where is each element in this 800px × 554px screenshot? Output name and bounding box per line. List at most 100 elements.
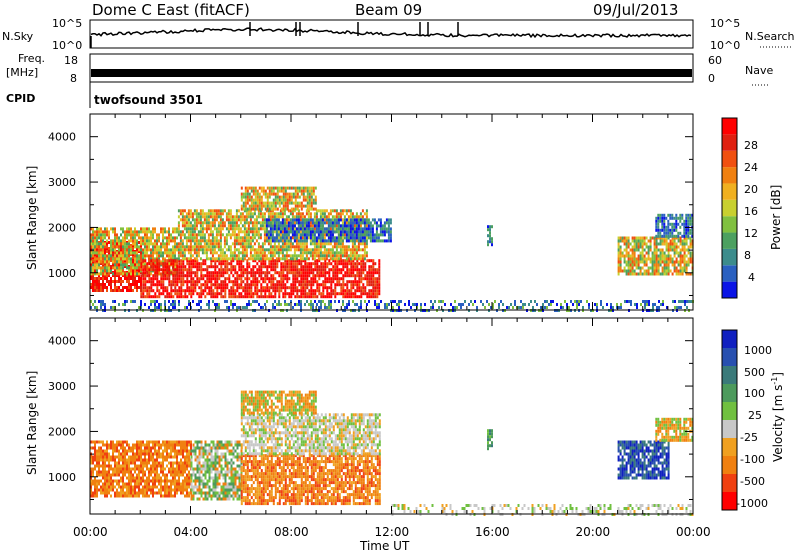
- data-cell: [273, 193, 275, 196]
- data-cell: [178, 221, 180, 224]
- data-cell: [326, 271, 328, 274]
- data-cell: [226, 233, 228, 236]
- data-cell: [154, 242, 156, 245]
- data-cell: [687, 214, 689, 217]
- data-cell: [164, 277, 166, 280]
- data-cell: [172, 245, 174, 248]
- data-cell: [272, 251, 274, 254]
- data-cell: [674, 255, 676, 258]
- data-cell: [284, 265, 286, 268]
- data-cell: [348, 295, 350, 298]
- data-cell: [246, 233, 248, 236]
- data-cell: [296, 286, 298, 289]
- data-cell: [272, 257, 274, 260]
- data-cell: [218, 271, 220, 274]
- data-cell: [644, 240, 646, 243]
- data-cell: [313, 190, 315, 193]
- data-cell: [260, 236, 262, 239]
- data-cell: [182, 265, 184, 268]
- data-cell: [313, 187, 315, 190]
- data-cell: [491, 243, 493, 246]
- data-cell: [252, 221, 254, 224]
- data-cell: [144, 245, 146, 248]
- data-cell: [378, 289, 380, 292]
- data-cell: [146, 251, 148, 254]
- data-cell: [98, 272, 100, 275]
- data-cell: [212, 215, 214, 218]
- data-cell: [642, 261, 644, 264]
- data-cell: [108, 283, 110, 286]
- date-title: 09/Jul/2013: [593, 1, 678, 19]
- data-cell: [256, 289, 258, 292]
- data-cell: [328, 233, 330, 236]
- data-cell: [190, 227, 192, 230]
- data-cell: [246, 227, 248, 230]
- data-cell: [368, 227, 370, 230]
- data-cell: [683, 232, 685, 235]
- data-cell: [263, 190, 265, 193]
- data-cell: [216, 265, 218, 268]
- data-cell: [254, 218, 256, 221]
- data-cell: [332, 257, 334, 260]
- data-cell: [182, 280, 184, 283]
- data-cell: [182, 242, 184, 245]
- data-cell: [282, 230, 284, 233]
- data-cell: [232, 280, 234, 283]
- data-cell: [322, 239, 324, 242]
- data-cell: [340, 277, 342, 280]
- data-cell: [110, 269, 112, 272]
- data-cell: [240, 221, 242, 224]
- data-cell: [146, 268, 148, 271]
- data-cell: [98, 266, 100, 269]
- data-cell: [300, 274, 302, 277]
- data-cell: [372, 224, 374, 227]
- data-cell: [104, 230, 106, 233]
- data-cell: [659, 235, 661, 238]
- data-cell: [644, 273, 646, 276]
- data-cell: [364, 227, 366, 230]
- data-cell: [148, 259, 150, 262]
- data-cell: [246, 230, 248, 233]
- data-cell: [390, 239, 392, 242]
- data-cell: [360, 292, 362, 295]
- data-cell: [268, 212, 270, 215]
- data-cell: [132, 266, 134, 269]
- data-cell: [257, 190, 259, 193]
- data-cell: [669, 214, 671, 217]
- data-cell: [286, 239, 288, 242]
- data-cell: [214, 218, 216, 221]
- data-cell: [266, 274, 268, 277]
- data-cell: [212, 300, 214, 303]
- data-cell: [322, 227, 324, 230]
- data-cell: [680, 252, 682, 255]
- data-cell: [302, 224, 304, 227]
- data-cell: [220, 242, 222, 245]
- data-cell: [380, 221, 382, 224]
- data-cell: [255, 196, 257, 199]
- data-cell: [230, 292, 232, 295]
- data-cell: [108, 254, 110, 257]
- data-cell: [666, 243, 668, 246]
- data-cell: [238, 306, 240, 309]
- data-cell: [198, 277, 200, 280]
- data-cell: [352, 215, 354, 218]
- data-cell: [311, 199, 313, 202]
- data-cell: [330, 286, 332, 289]
- data-cell: [146, 245, 148, 248]
- data-cell: [98, 263, 100, 266]
- data-cell: [354, 277, 356, 280]
- data-cell: [224, 289, 226, 292]
- data-cell: [196, 212, 198, 215]
- data-cell: [305, 196, 307, 199]
- data-cell: [296, 257, 298, 260]
- data-cell: [255, 193, 257, 196]
- data-cell: [116, 236, 118, 239]
- data-cell: [204, 233, 206, 236]
- data-cell: [260, 271, 262, 274]
- data-cell: [254, 242, 256, 245]
- data-cell: [274, 268, 276, 271]
- data-cell: [360, 295, 362, 298]
- data-cell: [282, 251, 284, 254]
- data-cell: [286, 277, 288, 280]
- data-cell: [186, 274, 188, 277]
